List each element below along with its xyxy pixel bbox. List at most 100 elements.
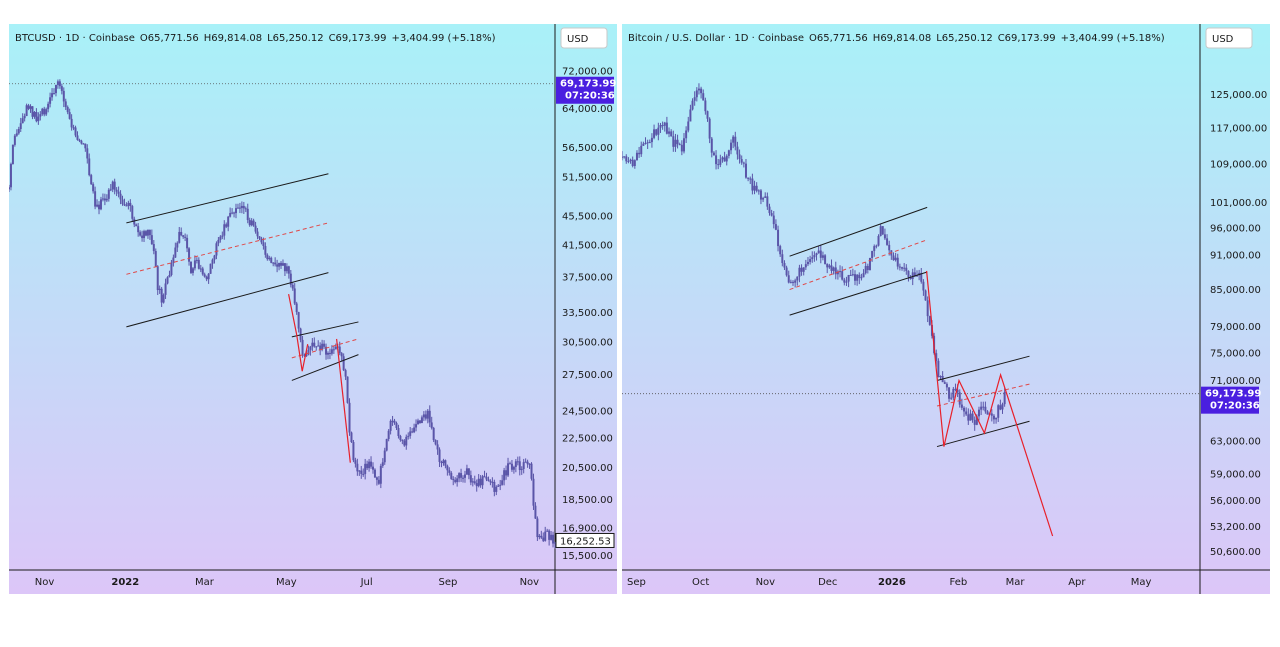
currency-selector[interactable]: USD [560, 27, 608, 49]
candle-body [168, 275, 171, 278]
candle-body [706, 111, 709, 119]
candle-body [236, 207, 239, 209]
candle-body [888, 244, 891, 251]
candle-body [503, 470, 506, 481]
candle-body [53, 93, 56, 95]
candle [23, 113, 26, 122]
candle [127, 200, 130, 210]
candle [9, 184, 10, 193]
candle-body [757, 190, 760, 192]
candle [381, 458, 384, 468]
candle-body [432, 427, 435, 441]
candle-body [366, 463, 369, 469]
candle [892, 252, 895, 261]
candle [152, 240, 155, 255]
candle-body [755, 185, 758, 191]
candle-body [221, 235, 224, 237]
candle-body [481, 476, 484, 486]
candle-body [133, 218, 136, 225]
candle-body [672, 136, 675, 147]
candle [326, 351, 329, 360]
candle-body [285, 266, 288, 272]
candle-body [862, 273, 865, 278]
candle [319, 342, 322, 356]
candle-body [770, 213, 773, 216]
candle-body [409, 431, 412, 436]
candle [485, 472, 488, 482]
candle [47, 101, 50, 113]
header-symbol: BTCUSD · 1D · Coinbase [15, 33, 135, 44]
candle-body [418, 420, 421, 424]
candle [811, 251, 814, 263]
candle [695, 87, 698, 102]
candle [708, 117, 711, 144]
candle-body [199, 268, 202, 270]
candle-body [9, 187, 10, 190]
candle [625, 154, 628, 164]
candle-body [999, 405, 1002, 410]
candle [238, 202, 241, 214]
candle-body [372, 466, 374, 470]
currency-box[interactable] [1205, 27, 1253, 49]
candle-body [381, 462, 384, 466]
y-tick-label: 64,000.00 [562, 104, 613, 115]
candle [514, 459, 517, 473]
candle [287, 265, 290, 279]
candle [920, 268, 923, 284]
candle [542, 532, 545, 542]
candle-body [963, 407, 966, 412]
x-tick-label: May [276, 577, 297, 588]
candle [125, 202, 128, 207]
candle-body [160, 288, 163, 303]
candle [762, 196, 765, 203]
candle-body [802, 267, 805, 272]
candle-body [217, 239, 220, 244]
candle-body [11, 144, 14, 165]
candle-body [82, 143, 85, 145]
channel-upper-line [936, 355, 1030, 381]
candle-body [197, 259, 200, 269]
x-tick-label: Mar [195, 577, 215, 588]
candle [738, 149, 741, 164]
candle-body [287, 266, 290, 274]
candle-body [182, 235, 185, 237]
candle-body [68, 112, 71, 119]
candle [393, 418, 396, 425]
candle-body [94, 191, 97, 207]
candle-body [670, 131, 673, 137]
candle-body [990, 413, 993, 416]
candle [965, 407, 968, 416]
candle-body [266, 254, 269, 260]
candle-body [499, 484, 502, 486]
candle [990, 409, 993, 422]
currency-selector[interactable]: USD [1205, 27, 1253, 49]
candle-body [939, 375, 942, 378]
candle [96, 199, 99, 208]
candle-body [379, 465, 382, 484]
candle-body [544, 531, 547, 541]
candle [389, 419, 392, 435]
candle [51, 88, 54, 101]
candle [217, 236, 220, 247]
candle-body [141, 235, 144, 239]
currency-box[interactable] [560, 27, 608, 49]
candle-body [530, 463, 533, 479]
candle-body [92, 184, 95, 192]
candle [86, 144, 89, 164]
candle [113, 178, 116, 195]
candle-body [283, 263, 286, 272]
candle-body [804, 264, 807, 268]
candle-body [25, 105, 28, 117]
candle [88, 153, 91, 177]
candle [779, 244, 782, 257]
channel-lower-line [126, 272, 329, 328]
candle-body [188, 248, 191, 262]
candle-body [886, 238, 889, 245]
candle [109, 184, 112, 192]
candle [862, 269, 865, 278]
candle-body [352, 442, 355, 461]
candle [676, 134, 679, 149]
candle-body [164, 283, 167, 295]
candle-body [661, 125, 664, 127]
candle [135, 223, 138, 227]
